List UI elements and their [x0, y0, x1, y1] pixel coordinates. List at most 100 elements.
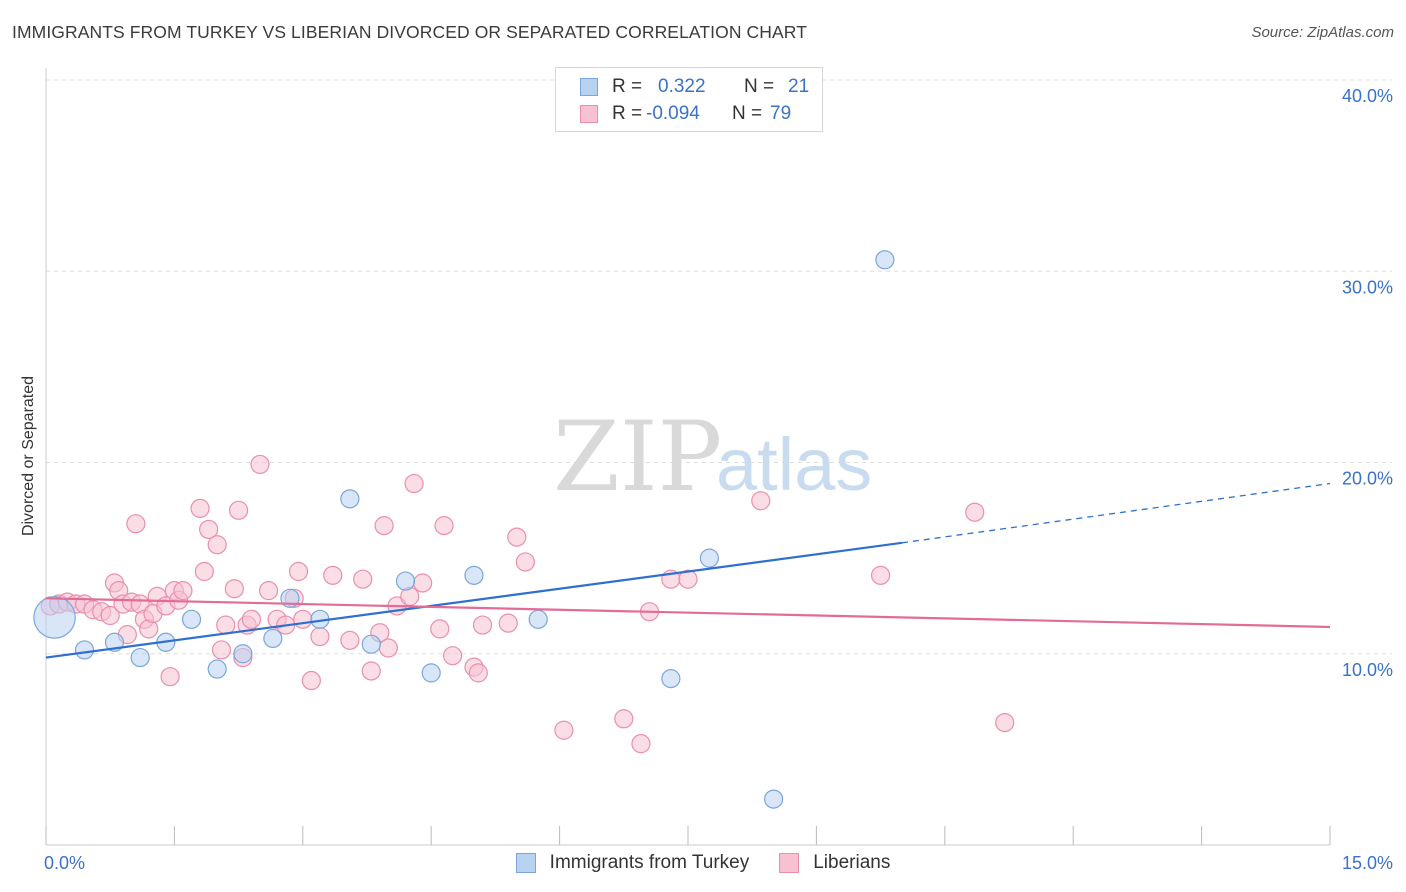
- liberian-point: [229, 500, 249, 520]
- turkey-points: [33, 250, 895, 809]
- source-label: Source: ZipAtlas.com: [1251, 24, 1394, 41]
- liberian-point: [301, 670, 321, 691]
- liberian-point: [160, 667, 180, 687]
- liberian-point: [310, 626, 330, 647]
- liberian-point: [353, 569, 373, 589]
- liberian-point: [199, 519, 219, 540]
- r-value-liberian: -0.094: [646, 103, 700, 124]
- turkey-point: [130, 647, 150, 668]
- liberian-point: [126, 514, 146, 534]
- turkey-point: [661, 669, 681, 689]
- chart-title: IMMIGRANTS FROM TURKEY VS LIBERIAN DIVOR…: [12, 22, 808, 42]
- y-tick-labels: 10.0% 20.0% 30.0% 40.0%: [1342, 86, 1393, 680]
- r-value-turkey: 0.322: [658, 76, 706, 97]
- turkey-point: [421, 663, 441, 683]
- grid-lines: [46, 79, 1392, 655]
- turkey-point: [464, 565, 484, 585]
- turkey-point: [33, 596, 76, 639]
- turkey-point: [340, 489, 360, 509]
- liberian-point: [678, 569, 698, 589]
- turkey-point: [528, 609, 548, 629]
- n-label: N =: [732, 103, 763, 124]
- turkey-point: [181, 609, 202, 629]
- x-tick-label-min: 0.0%: [44, 853, 85, 873]
- turkey-point: [699, 548, 720, 568]
- n-value-liberian: 79: [770, 103, 792, 124]
- liberian-point: [515, 552, 535, 572]
- liberian-point: [378, 638, 398, 658]
- legend-row-liberian: R = -0.094 N = 79: [580, 101, 791, 127]
- liberian-point: [995, 712, 1015, 733]
- liberian-point: [507, 527, 527, 547]
- liberian-legend-swatch: [779, 853, 800, 873]
- series-legend: Immigrants from Turkey Liberians: [0, 852, 1406, 874]
- liberian-point: [870, 565, 891, 585]
- liberian-point: [340, 630, 360, 650]
- liberian-point: [216, 615, 236, 635]
- y-tick-label-10: 10.0%: [1342, 660, 1393, 680]
- liberian-point: [631, 734, 651, 754]
- liberian-point: [443, 646, 463, 666]
- legend-item-liberian[interactable]: Liberians: [779, 852, 890, 874]
- r-label: R =: [612, 103, 643, 124]
- y-tick-label-20: 20.0%: [1342, 469, 1393, 489]
- y-axis-label: Divorced or Separated: [20, 376, 37, 536]
- liberian-point: [207, 535, 227, 555]
- liberian-point: [434, 516, 454, 536]
- watermark-atlas: atlas: [716, 423, 872, 506]
- liberian-point: [211, 640, 232, 660]
- liberian-point: [293, 609, 313, 629]
- n-value-turkey: 21: [788, 76, 810, 97]
- turkey-point: [207, 659, 227, 679]
- legend-row-turkey: R = 0.322 N = 21: [580, 74, 809, 100]
- liberian-point: [965, 502, 985, 522]
- liberian-point: [404, 473, 424, 494]
- turkey-point: [763, 789, 784, 809]
- liberian-point: [250, 454, 270, 475]
- liberian-point: [413, 573, 433, 593]
- liberian-point: [100, 605, 120, 626]
- liberian-point: [498, 613, 518, 633]
- liberian-point: [374, 516, 394, 536]
- turkey-point: [74, 640, 95, 660]
- turkey-point: [361, 634, 381, 654]
- legend-label-turkey: Immigrants from Turkey: [549, 852, 750, 873]
- liberian-point: [751, 491, 771, 511]
- legend-label-liberian: Liberians: [813, 852, 891, 873]
- n-label: N =: [744, 76, 775, 97]
- liberian-point: [258, 581, 279, 601]
- liberian-point: [614, 709, 634, 729]
- liberian-point: [554, 720, 574, 740]
- y-tick-label-40: 40.0%: [1342, 86, 1393, 106]
- stats-legend: R = 0.322 N = 21 R = -0.094 N = 79: [555, 67, 823, 132]
- liberian-point: [472, 615, 493, 635]
- liberian-point: [468, 663, 488, 683]
- watermark-zip: ZIP: [553, 401, 722, 513]
- axes: [45, 68, 1331, 846]
- liberian-point: [323, 565, 343, 585]
- liberian-point: [194, 561, 214, 582]
- liberian-point: [190, 498, 210, 518]
- turkey-point: [263, 628, 283, 649]
- turkey-legend-swatch: [515, 853, 536, 873]
- liberian-point: [224, 579, 244, 599]
- liberian-point: [430, 619, 450, 639]
- y-tick-label-30: 30.0%: [1342, 277, 1393, 297]
- turkey-point: [233, 644, 253, 664]
- trend-lines: [45, 482, 1331, 659]
- liberian-point: [173, 581, 193, 601]
- liberian-point: [288, 561, 309, 582]
- liberian-point: [241, 609, 262, 629]
- legend-item-turkey[interactable]: Immigrants from Turkey: [515, 852, 750, 874]
- r-label: R =: [612, 76, 643, 97]
- turkey-trend-line: [45, 541, 903, 659]
- liberian-swatch: [580, 105, 598, 123]
- x-tick-label-max: 15.0%: [1342, 853, 1393, 873]
- x-tick-labels: 0.0% 15.0%: [44, 853, 1393, 873]
- turkey-point: [395, 571, 416, 591]
- liberian-point: [361, 661, 381, 681]
- liberian-trend-line: [45, 597, 1331, 629]
- turkey-swatch: [580, 78, 598, 96]
- turkey-point: [875, 250, 895, 270]
